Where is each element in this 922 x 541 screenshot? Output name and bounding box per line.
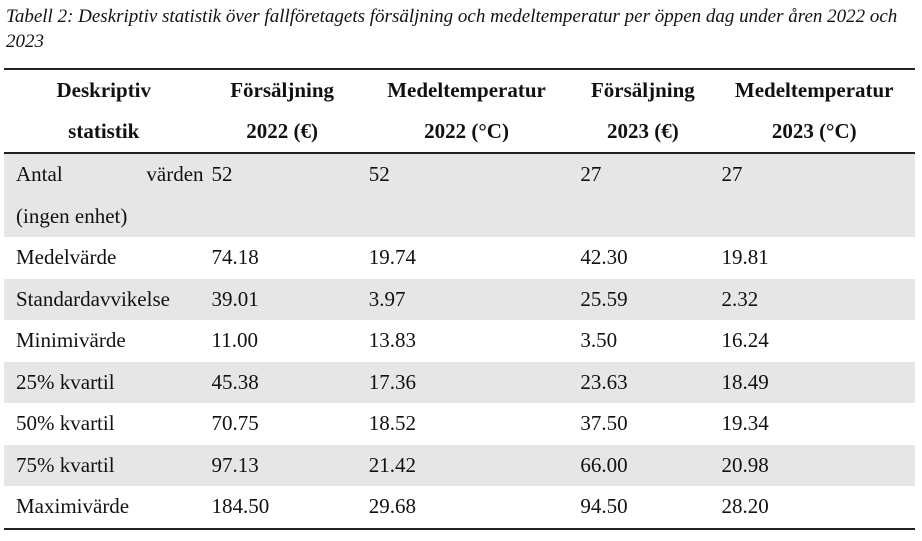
table-cell: 27 bbox=[713, 153, 915, 237]
table-row: Medelvärde 74.18 19.74 42.30 19.81 bbox=[4, 237, 915, 279]
table-cell: 21.42 bbox=[360, 444, 573, 486]
table-cell: 25.59 bbox=[572, 278, 714, 320]
header-sales-2022: Försäljning 2022 (€) bbox=[230, 78, 335, 143]
table-row: Minimivärde 11.00 13.83 3.50 16.24 bbox=[4, 320, 915, 362]
table-row: 75% kvartil 97.13 21.42 66.00 20.98 bbox=[4, 444, 915, 486]
row-label: Maximivärde bbox=[16, 494, 130, 518]
row-label: 25% kvartil bbox=[4, 361, 204, 403]
table-cell: 97.13 bbox=[203, 444, 361, 486]
header-temp-2023: Medeltemperatur 2023 (°C) bbox=[734, 78, 894, 143]
table-cell: 52 bbox=[203, 153, 361, 237]
table-cell: 74.18 bbox=[211, 245, 259, 269]
row-label: Medelvärde bbox=[16, 245, 117, 269]
table-cell: 27 bbox=[572, 153, 714, 237]
table-cell: 70.75 bbox=[211, 411, 259, 435]
table-cell: 94.50 bbox=[580, 494, 628, 518]
table-cell: 19.74 bbox=[368, 245, 416, 269]
header-statistic: Deskriptiv statistik bbox=[56, 78, 152, 143]
table-row: 50% kvartil 70.75 18.52 37.50 19.34 bbox=[4, 403, 915, 445]
row-label: Standardavvikelse bbox=[4, 278, 204, 320]
table-cell: 45.38 bbox=[203, 361, 361, 403]
table-cell: 2.32 bbox=[713, 278, 915, 320]
header-sales-2023: Försäljning 2023 (€) bbox=[590, 78, 695, 143]
table-row: 25% kvartil 45.38 17.36 23.63 18.49 bbox=[4, 361, 915, 403]
row-label: Antal värden (ingen enhet) bbox=[4, 153, 204, 237]
table-cell: 3.97 bbox=[360, 278, 573, 320]
table-cell: 19.34 bbox=[721, 411, 769, 435]
table-cell: 184.50 bbox=[211, 494, 270, 518]
table-cell: 3.50 bbox=[580, 328, 618, 352]
table-cell: 19.81 bbox=[721, 245, 769, 269]
table-cell: 37.50 bbox=[580, 411, 628, 435]
table-cell: 17.36 bbox=[360, 361, 573, 403]
table-caption: Tabell 2: Deskriptiv statistik över fall… bbox=[6, 6, 898, 52]
table-cell: 29.68 bbox=[368, 494, 416, 518]
row-label: 75% kvartil bbox=[4, 444, 204, 486]
table-cell: 13.83 bbox=[368, 328, 416, 352]
descriptive-statistics-table: Deskriptiv statistik Försäljning 2022 (€… bbox=[4, 68, 915, 530]
table-row: Maximivärde 184.50 29.68 94.50 28.20 bbox=[4, 486, 915, 529]
table-cell: 23.63 bbox=[572, 361, 714, 403]
table-cell: 11.00 bbox=[211, 328, 259, 352]
table-row-count: Antal värden (ingen enhet) 52 52 27 27 bbox=[4, 153, 915, 237]
table-cell: 39.01 bbox=[203, 278, 361, 320]
table-cell: 28.20 bbox=[721, 494, 769, 518]
table-cell: 66.00 bbox=[572, 444, 714, 486]
row-label: Minimivärde bbox=[16, 328, 126, 352]
row-label: 50% kvartil bbox=[16, 411, 115, 435]
header-row: Deskriptiv statistik Försäljning 2022 (€… bbox=[4, 69, 915, 153]
table-cell: 52 bbox=[360, 153, 573, 237]
table-cell: 18.49 bbox=[713, 361, 915, 403]
table-cell: 20.98 bbox=[713, 444, 915, 486]
header-temp-2022: Medeltemperatur 2022 (°C) bbox=[387, 78, 546, 143]
table-cell: 42.30 bbox=[580, 245, 628, 269]
table-row: Standardavvikelse 39.01 3.97 25.59 2.32 bbox=[4, 278, 915, 320]
table-cell: 18.52 bbox=[368, 411, 416, 435]
table-cell: 16.24 bbox=[721, 328, 769, 352]
